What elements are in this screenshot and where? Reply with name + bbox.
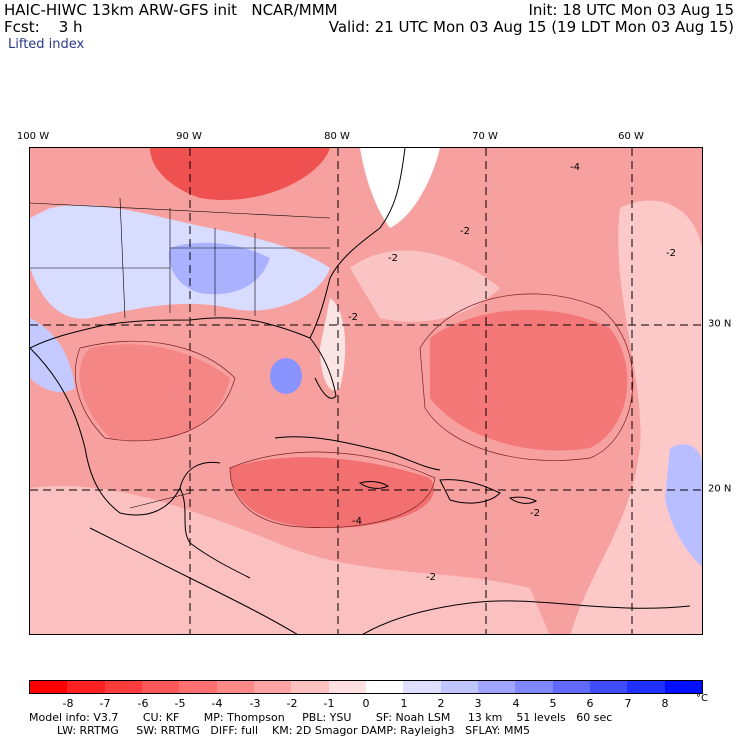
colorbar-tick: -4 (211, 697, 223, 710)
colorbar-tick: -3 (249, 697, 261, 710)
lon-label-80w: 80 W (324, 131, 350, 142)
field-deep-north (150, 148, 330, 200)
model-title: HAIC-HIWC 13km ARW-GFS init NCAR/MMM (4, 1, 338, 19)
lat-label-30n: 30 N (708, 318, 732, 330)
coastlines (30, 148, 691, 634)
field-blue-texas (30, 318, 75, 393)
coast-hispaniola (439, 479, 501, 504)
field-deep-gulf (79, 344, 230, 441)
lon-label-70w: 70 W (472, 131, 498, 142)
coast-florida (309, 337, 337, 399)
colorbar-swatch-1 (67, 681, 105, 693)
border-1 (119, 197, 126, 319)
colorbar-swatch-9 (365, 681, 404, 693)
colorbar-tick: -2 (286, 697, 298, 710)
contour-label-2: -2 (388, 253, 398, 264)
coast-puerto-rico (508, 496, 538, 504)
coast-mexico-gulf (30, 347, 221, 516)
colorbar-swatch-13 (515, 681, 553, 693)
coast-us-atlantic (309, 148, 406, 339)
colorbar-swatch-17 (664, 681, 702, 693)
contour-label-8: -4 (352, 516, 362, 527)
colorbar-tick: 5 (549, 697, 557, 710)
colorbar-tick: 8 (661, 697, 669, 710)
coast-central-america (89, 527, 298, 634)
field-white-northeast (360, 148, 440, 228)
colorbar-tick: -5 (174, 697, 186, 710)
lon-label-90w: 90 W (176, 131, 202, 142)
colorbar (29, 680, 703, 694)
colorbar-swatch-11 (440, 681, 478, 693)
field-light-south (30, 486, 550, 634)
contour-label-1: -2 (460, 226, 470, 237)
colorbar-swatch-14 (552, 681, 590, 693)
contours (75, 293, 634, 528)
field-light-east (570, 200, 702, 634)
colorbar-swatch-10 (403, 681, 441, 693)
valid-time: Valid: 21 UTC Mon 03 Aug 15 (19 LDT Mon … (328, 18, 734, 36)
contour-caribbean (229, 451, 436, 528)
contour-label-5: -2 (426, 572, 436, 583)
colorbar-tick: 2 (437, 697, 445, 710)
colorbar-tick: -6 (137, 697, 149, 710)
colorbar-swatch-16 (627, 681, 665, 693)
colorbar-swatch-8 (328, 681, 366, 693)
lat-label-20n: 20 N (708, 483, 732, 495)
contour-atlantic (419, 293, 634, 461)
forecast-hour: Fcst: 3 h (4, 18, 83, 36)
contour-label-3: -2 (348, 312, 358, 323)
colorbar-tick: -8 (62, 697, 74, 710)
colorbar-tick: 6 (586, 697, 594, 710)
field-blue-us-core (169, 242, 270, 295)
colorbar-tick: 0 (362, 697, 370, 710)
colorbar-swatch-2 (104, 681, 142, 693)
colorbar-tick: 7 (624, 697, 632, 710)
contour-label-4: -2 (530, 508, 540, 519)
colorbar-swatch-7 (291, 681, 329, 693)
contour-gulf (75, 340, 236, 442)
contour-labels: -2 -2 -2 -2 -2 -2 -4 -4 (348, 162, 676, 583)
coast-south-america (362, 600, 691, 634)
coast-jamaica (358, 481, 389, 489)
lat-lon-grid (30, 148, 702, 634)
lon-label-100w: 100 W (16, 131, 50, 142)
political-borders (30, 197, 331, 509)
model-info-line2: LW: RRTMG SW: RRTMG DIFF: full KM: 2D Sm… (29, 724, 530, 737)
colorbar-swatch-6 (253, 681, 292, 693)
colorbar-tick: 1 (400, 697, 408, 710)
field-deep-caribbean (230, 457, 434, 528)
model-info-line1: Model info: V3.7 CU: KF MP: Thompson PBL… (29, 711, 613, 724)
colorbar-swatch-15 (589, 681, 628, 693)
contour-label-7: -4 (570, 162, 580, 173)
colorbar-swatch-5 (216, 681, 254, 693)
field-white-florida (320, 298, 346, 391)
colorbar-swatch-4 (179, 681, 217, 693)
border-8 (129, 492, 191, 509)
field-deep-atlantic (430, 309, 628, 451)
field-light-center (350, 250, 500, 322)
colorbar-tick: -1 (323, 697, 335, 710)
coast-cuba (274, 436, 441, 471)
lifted-index-map: -2 -2 -2 -2 -2 -2 -4 -4 (29, 147, 703, 635)
colorbar-tick: 4 (512, 697, 520, 710)
field-name: Lifted index (8, 37, 85, 52)
colorbar-tick: 3 (474, 697, 482, 710)
colorbar-swatch-3 (141, 681, 180, 693)
colorbar-swatch-0 (30, 681, 68, 693)
colorbar-tick: -7 (99, 697, 111, 710)
init-time: Init: 18 UTC Mon 03 Aug 15 (528, 1, 734, 19)
lon-label-60w: 60 W (618, 131, 644, 142)
contour-label-6: -2 (666, 248, 676, 259)
field-blue-gulf-spot (270, 358, 302, 394)
colorbar-swatch-12 (477, 681, 516, 693)
field-blue-east-edge (665, 444, 702, 567)
colorbar-unit: °C (696, 693, 708, 704)
border-5 (30, 202, 331, 219)
